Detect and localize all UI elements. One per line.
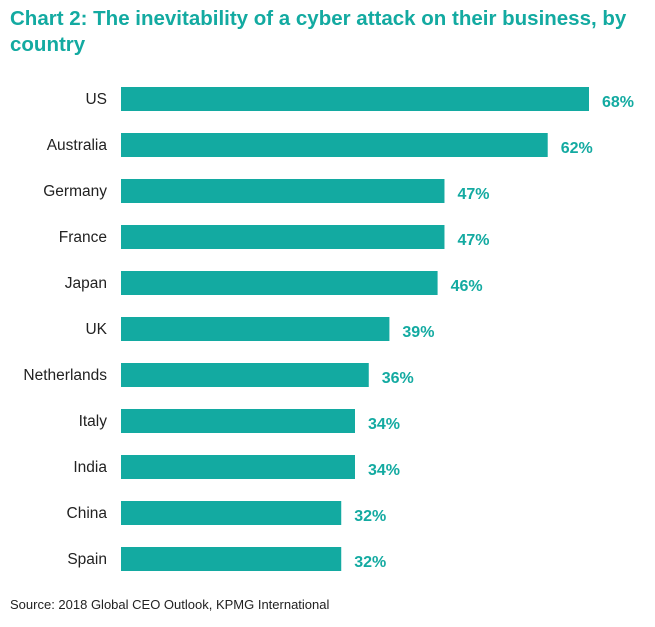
bar: [121, 501, 342, 525]
category-label: France: [59, 229, 107, 246]
category-label: US: [85, 91, 107, 108]
bar: [121, 455, 355, 479]
bar: [121, 547, 342, 571]
category-label: Australia: [47, 137, 108, 154]
value-label: 36%: [382, 370, 414, 387]
value-label: 39%: [402, 324, 434, 341]
bar: [121, 271, 438, 295]
category-label: China: [67, 505, 108, 522]
bar: [121, 133, 548, 157]
category-label: Netherlands: [23, 367, 107, 384]
bar: [121, 179, 445, 203]
value-label: 34%: [368, 416, 400, 433]
value-label: 32%: [354, 508, 386, 525]
value-label: 47%: [457, 232, 489, 249]
value-label: 32%: [354, 554, 386, 571]
category-label: UK: [85, 321, 107, 338]
value-label: 46%: [451, 278, 483, 295]
bar-chart: US 68% Australia 62% Germany 47% France 47% Japa…: [23, 87, 634, 571]
category-label: Germany: [43, 183, 107, 200]
bar: [121, 317, 390, 341]
value-label: 62%: [561, 140, 593, 157]
category-label: Japan: [65, 275, 107, 292]
value-label: 34%: [368, 462, 400, 479]
value-label: 68%: [602, 94, 634, 111]
value-label: 47%: [457, 186, 489, 203]
category-label: Italy: [79, 413, 108, 430]
source-note: Source: 2018 Global CEO Outlook, KPMG In…: [10, 597, 330, 612]
bar: [121, 363, 369, 387]
chart-title: Chart 2: The inevitability of a cyber at…: [10, 7, 627, 56]
category-label: India: [73, 459, 107, 476]
bar: [121, 225, 445, 249]
bar: [121, 87, 589, 111]
bar: [121, 409, 355, 433]
category-label: Spain: [67, 551, 107, 568]
